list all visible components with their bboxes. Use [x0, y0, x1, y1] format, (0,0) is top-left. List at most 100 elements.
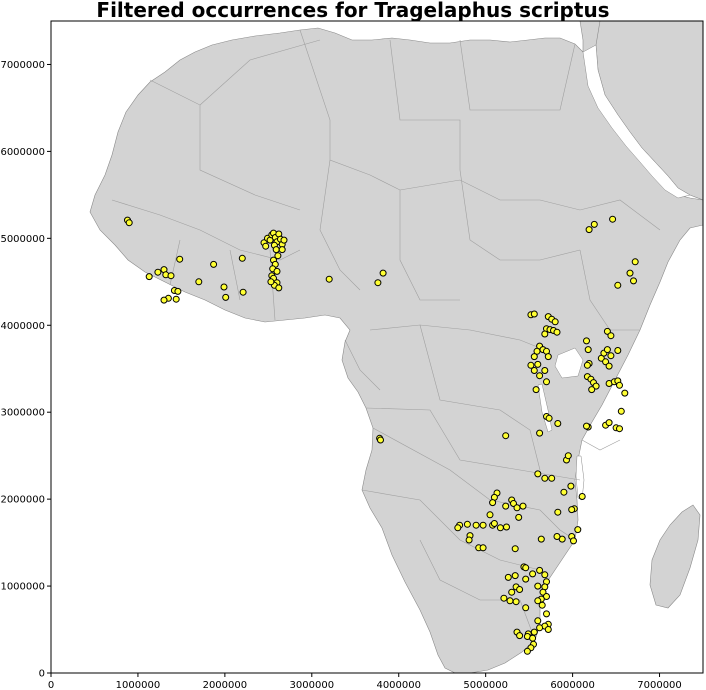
occurrence-point	[609, 215, 617, 223]
occurrence-point	[273, 267, 281, 275]
occurrence-point	[463, 520, 471, 528]
occurrence-point	[176, 255, 184, 263]
occurrence-point	[553, 328, 561, 336]
occurrence-point	[570, 537, 577, 545]
y-tick-label: 6000000	[0, 147, 45, 158]
occurrence-point	[275, 284, 283, 292]
occurrence-point	[503, 523, 510, 531]
occurrence-point	[541, 367, 549, 374]
occurrence-point	[536, 624, 544, 632]
occurrence-point	[537, 535, 545, 543]
occurrence-point	[508, 588, 516, 596]
occurrence-point	[614, 347, 622, 354]
x-tick-label: 1000000	[116, 680, 161, 690]
occurrence-point	[534, 597, 542, 605]
occurrence-point	[532, 386, 540, 394]
occurrence-point	[534, 360, 542, 368]
occurrence-point	[584, 346, 592, 354]
occurrence-point	[583, 422, 590, 430]
occurrence-point	[533, 347, 541, 355]
occurrence-point	[621, 389, 629, 397]
occurrence-point	[195, 278, 203, 286]
occurrence-point	[522, 604, 530, 612]
x-tick-label: 7000000	[637, 680, 682, 690]
occurrence-point	[325, 275, 333, 283]
occurrence-point	[551, 318, 559, 326]
occurrence-point	[523, 647, 531, 655]
occurrence-point	[583, 361, 591, 369]
occurrence-point	[519, 502, 527, 510]
occurrence-point	[486, 511, 494, 519]
occurrence-point	[630, 277, 637, 285]
occurrence-point	[516, 632, 524, 640]
y-axis: 0 1000000 2000000 3000000 4000000 5000000 6000…	[0, 60, 51, 680]
occurrence-point	[220, 283, 228, 291]
occurrence-point	[502, 432, 510, 440]
occurrence-point	[614, 281, 622, 289]
occurrence-point	[530, 310, 538, 318]
occurrence-point	[522, 575, 530, 583]
occurrence-point	[238, 254, 246, 262]
occurrence-point	[607, 352, 615, 360]
occurrence-point	[568, 506, 576, 514]
lake-malawi	[575, 455, 585, 501]
occurrence-point	[272, 246, 280, 254]
occurrence-point	[553, 533, 561, 540]
occurrence-points	[124, 215, 639, 655]
x-tick-label: 4000000	[376, 680, 421, 690]
occurrence-point	[529, 570, 537, 578]
occurrence-point	[536, 429, 544, 437]
occurrence-point	[536, 566, 544, 574]
occurrence-point	[534, 582, 542, 590]
y-tick-label: 1000000	[0, 582, 45, 593]
occurrence-point	[479, 521, 487, 529]
occurrence-point	[210, 260, 218, 268]
y-tick-label: 7000000	[0, 60, 45, 71]
occurrence-point	[145, 273, 153, 281]
occurrence-point	[583, 337, 590, 345]
occurrence-point	[527, 361, 535, 369]
y-tick-label: 2000000	[0, 495, 45, 506]
occurrence-point	[564, 452, 572, 460]
occurrence-point	[616, 425, 623, 433]
occurrence-point	[605, 362, 613, 370]
occurrence-point	[472, 521, 480, 529]
occurrence-point	[529, 634, 537, 642]
occurrence-point	[605, 419, 613, 427]
occurrence-point	[490, 520, 498, 527]
occurrence-point	[592, 382, 600, 390]
occurrence-point	[607, 332, 615, 340]
occurrence-point	[267, 278, 275, 286]
occurrence-point	[567, 482, 575, 490]
occurrence-point	[541, 474, 549, 482]
occurrence-point	[174, 287, 182, 295]
occurrence-point	[522, 564, 530, 572]
occurrence-point	[377, 436, 384, 444]
occurrence-point	[554, 508, 562, 516]
occurrence-point	[125, 219, 133, 227]
occurrence-point	[512, 598, 520, 606]
occurrence-point	[502, 502, 510, 510]
occurrence-point	[515, 513, 523, 521]
occurrence-point	[465, 536, 473, 544]
y-tick-label: 3000000	[0, 408, 45, 419]
occurrence-point	[500, 594, 508, 602]
y-tick-label: 5000000	[0, 234, 45, 245]
occurrence-point	[222, 293, 230, 301]
occurrence-point	[489, 499, 497, 507]
occurrence-point	[544, 353, 552, 361]
occurrence-point	[511, 572, 519, 580]
occurrence-point	[626, 269, 634, 277]
occurrence-point	[541, 571, 549, 579]
occurrence-point	[280, 236, 288, 244]
red-sea	[582, 44, 691, 199]
occurrence-point	[578, 493, 586, 500]
madagascar-landmass	[649, 504, 701, 609]
occurrence-point	[543, 378, 550, 386]
occurrence-point	[504, 573, 512, 581]
occurrence-point	[631, 258, 639, 266]
occurrence-point	[554, 420, 562, 427]
occurrence-point	[617, 407, 625, 415]
occurrence-point	[262, 242, 270, 250]
